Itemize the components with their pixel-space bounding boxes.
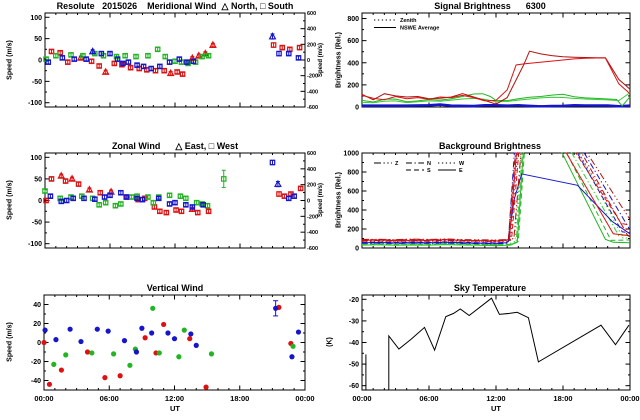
svg-text:S: S	[427, 168, 431, 174]
svg-text:-50: -50	[349, 362, 359, 369]
svg-text:-100: -100	[28, 100, 42, 107]
svg-text:-50: -50	[32, 220, 42, 227]
panel-zonal-wind: 100 50 0 -50 -100 600 400 200 0 -200 -400 -600	[28, 151, 318, 252]
ylabel-zonal-right: Speed (m/s)	[318, 182, 324, 218]
svg-text:200: 200	[307, 42, 316, 48]
title-vertical-wind: Vertical Wind	[146, 283, 204, 293]
svg-text:200: 200	[307, 183, 316, 189]
ylabel-meridional-right: Speed (m/s)	[318, 42, 324, 78]
svg-text:-50: -50	[32, 79, 42, 86]
svg-text:40: 40	[33, 302, 41, 309]
svg-text:800: 800	[347, 170, 359, 177]
svg-text:E: E	[459, 168, 463, 174]
svg-text:00:00: 00:00	[295, 394, 314, 403]
ylabel-background-brightness: Brightness (Rel.)	[335, 171, 343, 229]
svg-text:400: 400	[347, 60, 359, 67]
svg-text:-200: -200	[307, 214, 318, 220]
svg-text:400: 400	[307, 167, 316, 173]
svg-text:-60: -60	[349, 383, 359, 390]
svg-text:Z: Z	[395, 161, 399, 167]
title-zonal-wind: Zonal Wind △ East, □ West	[111, 141, 239, 151]
svg-text:600: 600	[307, 151, 316, 157]
svg-text:12:00: 12:00	[486, 394, 505, 403]
svg-text:0: 0	[307, 199, 310, 205]
ylabel-signal-brightness: Brightness (Rel.)	[335, 31, 343, 89]
svg-text:-400: -400	[307, 230, 318, 236]
ylabel-vertical-wind: Speed (m/s)	[6, 322, 14, 362]
svg-text:600: 600	[347, 38, 359, 45]
svg-text:-200: -200	[307, 74, 318, 80]
ylabel-meridional-left: Speed (m/s)	[6, 40, 14, 80]
svg-text:-400: -400	[307, 89, 318, 95]
panel-signal-brightness: 800 600 400 200 0 Zenith NSWE Average	[347, 12, 631, 112]
svg-text:-100: -100	[28, 241, 42, 248]
svg-text:800: 800	[347, 16, 359, 23]
svg-text:-30: -30	[349, 318, 359, 325]
svg-text:1000: 1000	[343, 151, 359, 158]
xlabel-ut-left: UT	[170, 404, 180, 413]
panel-background-brightness: 1000 800 600 400 200 0 Z NS WE	[343, 151, 631, 253]
svg-text:-40: -40	[31, 378, 41, 385]
panel-sky-temperature: 00:00 06:00 12:00 18:00 00:00 -20 -30 -40 -50 -60	[349, 294, 640, 403]
panel-vertical-wind: 00:00 06:00 12:00 18:00 00:00 40 20 0 -20 -40	[31, 294, 315, 403]
svg-text:600: 600	[307, 11, 316, 17]
svg-text:0: 0	[38, 198, 42, 205]
title-meridional-wind: Resolute 2015026 Meridional Wind △ North…	[56, 1, 294, 11]
svg-text:0: 0	[38, 58, 42, 65]
svg-text:200: 200	[347, 82, 359, 89]
ylabel-zonal-left: Speed (m/s)	[6, 180, 14, 220]
svg-text:N: N	[427, 161, 431, 167]
svg-text:50: 50	[34, 176, 42, 183]
svg-text:-20: -20	[349, 297, 359, 304]
svg-text:200: 200	[347, 227, 359, 234]
panel-meridional-wind: 100 50 0 -50 -100 600 400 200 0 -200 -400 -600	[28, 11, 318, 111]
svg-text:06:00: 06:00	[419, 394, 438, 403]
svg-text:-600: -600	[307, 105, 318, 111]
svg-text:-40: -40	[349, 340, 359, 347]
svg-text:0: 0	[307, 58, 310, 64]
svg-text:0: 0	[37, 340, 41, 347]
svg-text:100: 100	[30, 155, 42, 162]
xlabel-ut-right: UT	[491, 404, 501, 413]
svg-text:NSWE Average: NSWE Average	[400, 26, 439, 32]
svg-text:600: 600	[347, 189, 359, 196]
svg-text:-600: -600	[307, 246, 318, 252]
title-signal-brightness: Signal Brightness 6300	[434, 1, 546, 11]
svg-text:18:00: 18:00	[230, 394, 249, 403]
svg-text:0: 0	[355, 246, 359, 253]
svg-text:Zenith: Zenith	[400, 18, 417, 24]
svg-text:W: W	[459, 161, 465, 167]
svg-text:00:00: 00:00	[34, 394, 53, 403]
svg-text:18:00: 18:00	[553, 394, 572, 403]
svg-text:50: 50	[34, 36, 42, 43]
title-sky-temperature: Sky Temperature	[453, 283, 527, 293]
svg-text:-20: -20	[31, 359, 41, 366]
svg-text:100: 100	[30, 15, 42, 22]
svg-text:00:00: 00:00	[620, 394, 639, 403]
svg-text:0: 0	[355, 105, 359, 112]
svg-text:12:00: 12:00	[165, 394, 184, 403]
ylabel-sky-temperature: (K)	[326, 337, 334, 347]
svg-text:400: 400	[307, 27, 316, 33]
svg-text:400: 400	[347, 208, 359, 215]
svg-text:06:00: 06:00	[100, 394, 119, 403]
svg-text:00:00: 00:00	[352, 394, 371, 403]
svg-text:20: 20	[33, 321, 41, 328]
title-background-brightness: Background Brightness	[438, 141, 541, 151]
